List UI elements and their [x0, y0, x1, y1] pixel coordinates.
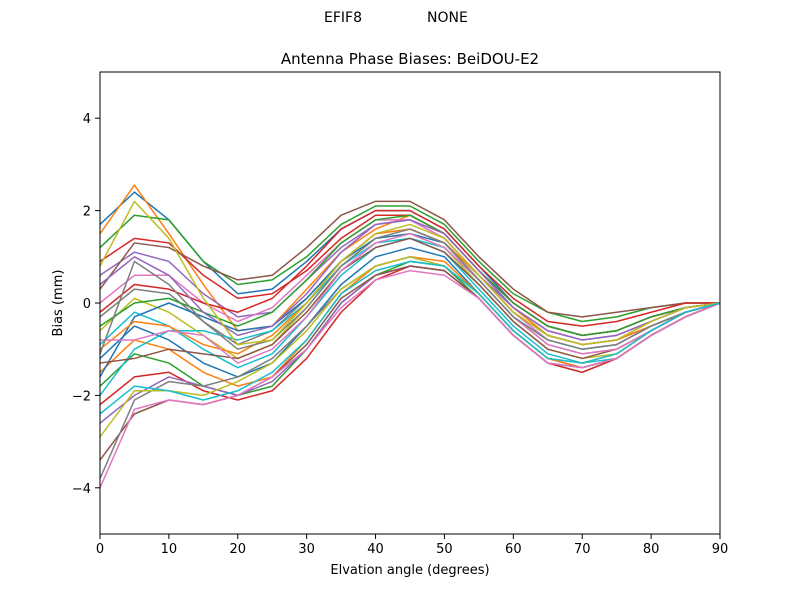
- suptitle-left: EFIF8: [324, 10, 362, 26]
- series-line-12: [99, 256, 721, 387]
- x-tick-label: 0: [96, 542, 104, 557]
- y-tick-label: −4: [72, 482, 91, 497]
- y-tick-label: 0: [83, 297, 91, 312]
- y-tick-label: 4: [83, 112, 91, 127]
- series-line-29: [99, 200, 721, 346]
- series-line-28: [99, 228, 721, 355]
- series-line-30: [99, 260, 721, 415]
- x-tick-label: 10: [161, 542, 178, 557]
- x-tick-label: 20: [230, 542, 247, 557]
- x-tick-label: 60: [505, 542, 522, 557]
- series-line-10: [99, 237, 721, 369]
- x-tick-label: 80: [643, 542, 660, 557]
- series-line-27: [100, 232, 721, 364]
- suptitle-right: NONE: [427, 10, 468, 26]
- series-line-25: [99, 219, 721, 341]
- x-axis-ticks: 0 10 20 30 40 50 60 70 80 90: [96, 534, 728, 557]
- series-line-24: [99, 209, 720, 327]
- x-tick-label: 50: [436, 542, 453, 557]
- plot-frame: [99, 71, 721, 535]
- series-line-17: [99, 269, 721, 489]
- y-axis-label: Bias (mm): [51, 270, 66, 337]
- y-tick-label: 2: [83, 205, 91, 220]
- series-line-15: [99, 265, 721, 424]
- series-line-6: [99, 200, 720, 318]
- series-line-3: [99, 205, 720, 323]
- x-axis-label: Elvation angle (degrees): [330, 563, 489, 578]
- x-tick-label: 40: [367, 542, 384, 557]
- y-axis-ticks: −4 −2 0 2 4: [72, 112, 100, 497]
- chart-title: Antenna Phase Biases: BeiDOU-E2: [281, 50, 539, 68]
- y-tick-label: −2: [72, 389, 91, 404]
- series-lines: [99, 184, 721, 489]
- x-tick-label: 70: [574, 542, 591, 557]
- x-tick-label: 30: [298, 542, 315, 557]
- x-tick-label: 90: [712, 542, 729, 557]
- series-line-18: [99, 256, 721, 479]
